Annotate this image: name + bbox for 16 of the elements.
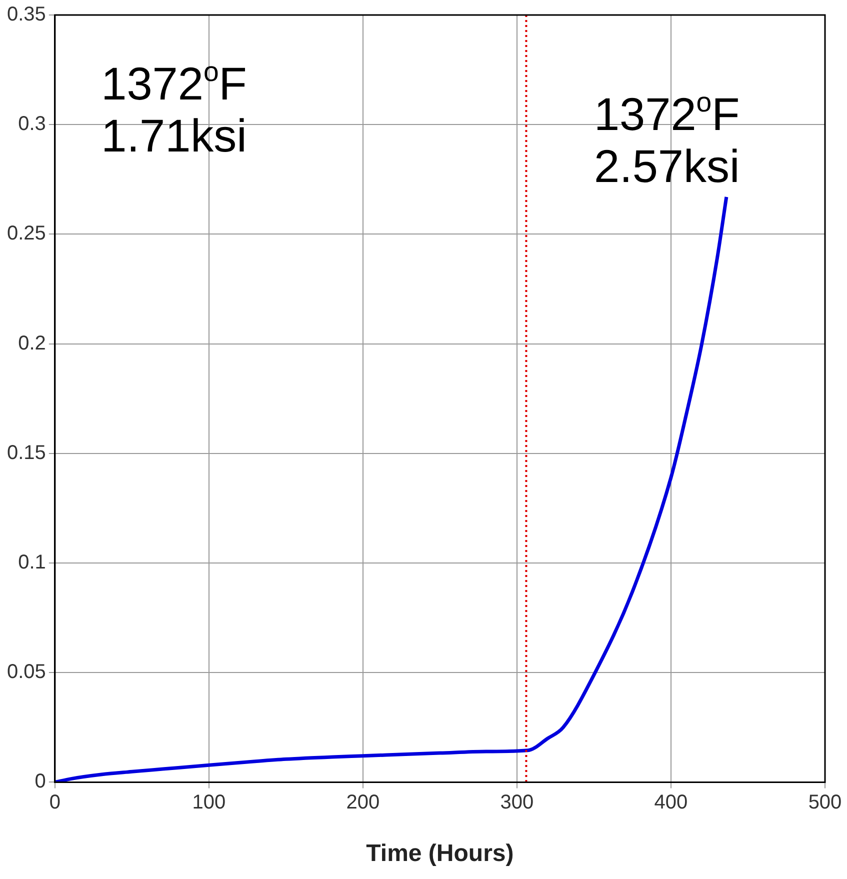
x-tick-label: 100 (192, 792, 226, 814)
y-tick-label: 0 (34, 770, 46, 793)
x-axis-title: Time (Hours) (366, 840, 514, 868)
y-tick-label: 0.15 (6, 442, 46, 464)
line-series (54, 195, 728, 782)
y-tick-label: 0.2 (18, 332, 46, 354)
y-tick-label: 0.05 (6, 661, 46, 684)
y-tick-label: 0.3 (18, 113, 46, 136)
y-tick-label: 0.25 (6, 222, 46, 245)
x-tick-label: 500 (808, 792, 842, 814)
y-tick-label: 0.1 (18, 552, 46, 574)
x-tick-label: 400 (654, 792, 688, 814)
x-tick-label: 200 (346, 792, 380, 814)
x-tick-label: 300 (500, 792, 534, 814)
y-tick-label: 0.35 (6, 4, 46, 26)
x-tick-label: 0 (49, 792, 60, 814)
